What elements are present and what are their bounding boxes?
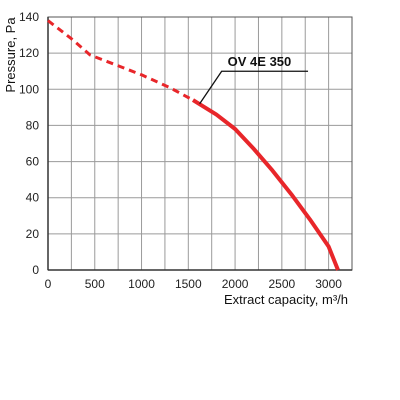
x-tick-label: 500	[85, 277, 105, 291]
y-tick-label: 20	[26, 227, 40, 241]
curve-solid-segment	[191, 98, 340, 271]
curve-group	[47, 19, 340, 271]
curve-dashed-segment	[47, 19, 194, 102]
y-tick-labels: 0 20 40 60 80 100 120 140	[19, 10, 39, 277]
grid-lines	[48, 16, 352, 270]
x-tick-label: 2000	[222, 277, 249, 291]
x-tick-labels: 0 500 1000 1500 2000 2500 3000	[45, 277, 343, 291]
x-tick-label: 0	[45, 277, 52, 291]
x-tick-label: 2500	[268, 277, 295, 291]
x-tick-label: 1500	[175, 277, 202, 291]
annotation-group: OV 4E 350	[199, 54, 309, 105]
y-axis-title: Pressure, Pa	[3, 17, 18, 93]
axes	[47, 16, 353, 271]
y-tick-label: 80	[26, 118, 40, 132]
plot-frame	[47, 16, 353, 271]
y-tick-label: 0	[32, 263, 39, 277]
series-label: OV 4E 350	[228, 54, 292, 69]
annotation-leader-line	[199, 70, 309, 105]
y-tick-label: 120	[19, 46, 39, 60]
x-axis-title: Extract capacity, m³/h	[224, 292, 348, 307]
y-tick-label: 100	[19, 82, 39, 96]
y-tick-label: 140	[19, 10, 39, 24]
x-tick-label: 3000	[315, 277, 342, 291]
y-tick-label: 60	[26, 155, 40, 169]
y-tick-label: 40	[26, 191, 40, 205]
x-tick-label: 1000	[128, 277, 155, 291]
